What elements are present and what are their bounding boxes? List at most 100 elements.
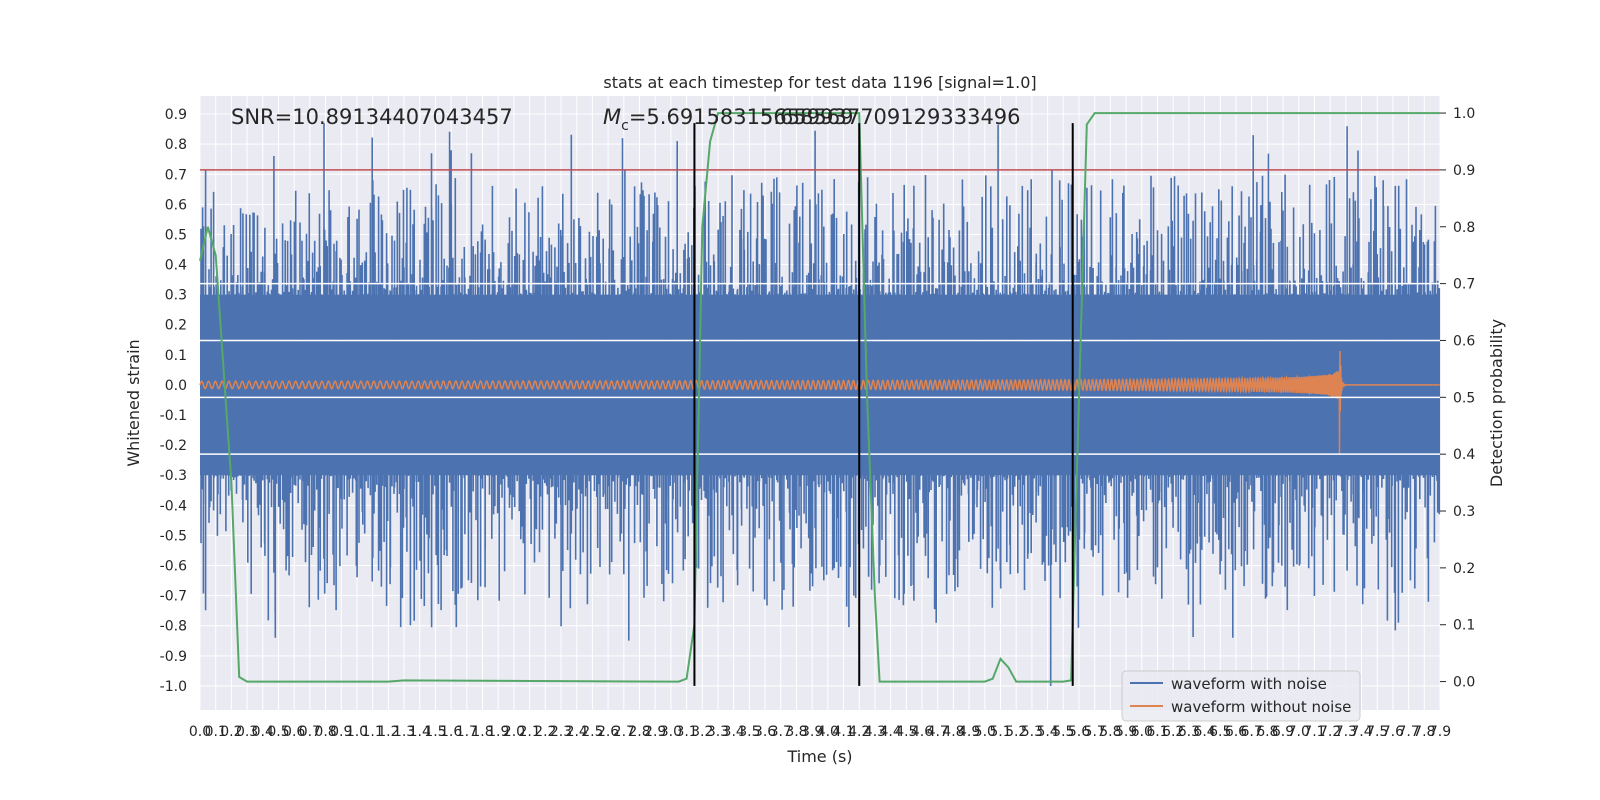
y-tick-label: -0.6 xyxy=(160,559,187,575)
y2-tick-label: 0.5 xyxy=(1453,390,1475,406)
y-tick-label: -0.1 xyxy=(160,408,187,424)
x-tick-label: 7.5 xyxy=(1366,724,1388,740)
x-tick-label: 7.9 xyxy=(1429,724,1451,740)
y2-tick-label: 0.9 xyxy=(1453,163,1475,179)
y-tick-label: -0.5 xyxy=(160,528,187,544)
x-tick-label: 0.3 xyxy=(236,724,258,740)
overlap-annotation: 5.659937709129333496 xyxy=(760,105,1021,129)
x-tick-label: 2.9 xyxy=(644,724,666,740)
y-tick-label: 0.2 xyxy=(165,318,187,334)
x-tick-label: 4.3 xyxy=(864,724,886,740)
legend-chirp-label: waveform without noise xyxy=(1171,698,1351,716)
x-tick-label: 4.4 xyxy=(880,724,902,740)
y-tick-label: -0.3 xyxy=(160,468,187,484)
x-tick-label: 0.2 xyxy=(220,724,242,740)
y-tick-label: 0.3 xyxy=(165,288,187,304)
x-tick-label: 1.8 xyxy=(471,724,493,740)
snr-annotation: SNR=10.89134407043457 xyxy=(231,105,513,129)
y-tick-label: -0.4 xyxy=(160,498,187,514)
x-tick-label: 1.3 xyxy=(393,724,415,740)
x-tick-label: 5.9 xyxy=(1115,724,1137,740)
x-tick-label: 1.7 xyxy=(456,724,478,740)
x-tick-label: 7.8 xyxy=(1413,724,1435,740)
clean-waveform-series xyxy=(199,350,1440,455)
x-tick-label: 3.8 xyxy=(785,724,807,740)
x-tick-label: 2.5 xyxy=(581,724,603,740)
x-tick-label: 7.2 xyxy=(1319,724,1341,740)
x-tick-label: 0.1 xyxy=(205,724,227,740)
x-tick-label: 3.2 xyxy=(691,724,713,740)
y-tick-label: 0.8 xyxy=(165,137,187,153)
clean-waveform-line xyxy=(199,350,1440,455)
y-tick-label: 0.1 xyxy=(165,348,187,364)
y2-tick-label: 0.3 xyxy=(1453,504,1475,520)
x-tick-label: 6.9 xyxy=(1272,724,1294,740)
x-tick-label: 5.1 xyxy=(989,724,1011,740)
y2-tick-labels: 0.0 0.1 0.2 0.3 0.4 0.5 0.6 0.7 0.8 0.9 1.0 xyxy=(1440,106,1475,691)
y-tick-label: -0.7 xyxy=(160,589,187,605)
x-tick-label: 2.2 xyxy=(534,724,556,740)
x-tick-label: 7.7 xyxy=(1397,724,1419,740)
mc-subscript: c xyxy=(621,118,629,134)
x-tick-label: 6.4 xyxy=(1193,724,1215,740)
x-tick-label: 6.5 xyxy=(1209,724,1231,740)
probability-line xyxy=(199,112,1440,683)
reference-lines xyxy=(200,169,1440,455)
x-tick-label: 7.6 xyxy=(1382,724,1404,740)
x-tick-label: 3.7 xyxy=(770,724,792,740)
x-tick-label: 6.0 xyxy=(1131,724,1153,740)
y2-tick-label: 0.4 xyxy=(1453,447,1475,463)
x-tick-label: 1.0 xyxy=(346,724,368,740)
x-tick-label: 0.8 xyxy=(314,724,336,740)
x-tick-label: 0.4 xyxy=(252,724,274,740)
x-axis-label: Time (s) xyxy=(786,747,852,766)
detection-probability-series xyxy=(199,112,1440,683)
x-tick-label: 3.4 xyxy=(723,724,745,740)
x-tick-label: 5.0 xyxy=(974,724,996,740)
x-tick-label: 2.3 xyxy=(550,724,572,740)
x-tick-label: 2.8 xyxy=(628,724,650,740)
x-tick-label: 5.5 xyxy=(1052,724,1074,740)
x-tick-label: 5.8 xyxy=(1099,724,1121,740)
y-tick-label: 0.9 xyxy=(165,107,187,123)
x-tick-label: 1.2 xyxy=(377,724,399,740)
x-tick-label: 6.1 xyxy=(1146,724,1168,740)
x-tick-label: 0.9 xyxy=(330,724,352,740)
x-tick-label: 3.3 xyxy=(707,724,729,740)
x-tick-label: 7.3 xyxy=(1335,724,1357,740)
y2-tick-label: 0.2 xyxy=(1453,561,1475,577)
x-tick-label: 0.7 xyxy=(299,724,321,740)
y2-tick-label: 0.7 xyxy=(1453,277,1475,293)
x-tick-label: 3.5 xyxy=(738,724,760,740)
x-tick-label: 3.0 xyxy=(660,724,682,740)
x-tick-label: 4.2 xyxy=(848,724,870,740)
x-tick-label: 0.5 xyxy=(267,724,289,740)
x-tick-label: 1.4 xyxy=(409,724,431,740)
x-tick-label: 5.6 xyxy=(1068,724,1090,740)
x-tick-label: 4.5 xyxy=(895,724,917,740)
x-tick-label: 4.9 xyxy=(958,724,980,740)
x-tick-label: 1.9 xyxy=(487,724,509,740)
y-tick-label: 0.5 xyxy=(165,227,187,243)
x-tick-label: 6.3 xyxy=(1178,724,1200,740)
y-tick-label: -0.2 xyxy=(160,438,187,454)
x-tick-label: 2.4 xyxy=(566,724,588,740)
y-axis-label: Whitened strain xyxy=(124,339,143,466)
y-tick-label: -0.9 xyxy=(160,649,187,665)
x-tick-label: 0.6 xyxy=(283,724,305,740)
mc-annotation: Mc=5.69158315658569 xyxy=(603,105,854,134)
mc-symbol: M xyxy=(603,105,621,129)
x-tick-label: 4.8 xyxy=(942,724,964,740)
x-tick-label: 4.0 xyxy=(817,724,839,740)
x-tick-label: 4.7 xyxy=(927,724,949,740)
x-tick-label: 6.7 xyxy=(1241,724,1263,740)
x-tick-label: 0.0 xyxy=(189,724,211,740)
x-tick-label: 1.6 xyxy=(440,724,462,740)
legend-box xyxy=(1121,670,1361,722)
y-tick-label: 0.7 xyxy=(165,167,187,183)
x-tick-label: 2.6 xyxy=(597,724,619,740)
y2-tick-label: 0.6 xyxy=(1453,333,1475,349)
x-tick-label: 6.8 xyxy=(1256,724,1278,740)
chart-title: stats at each timestep for test data 119… xyxy=(603,73,1036,92)
